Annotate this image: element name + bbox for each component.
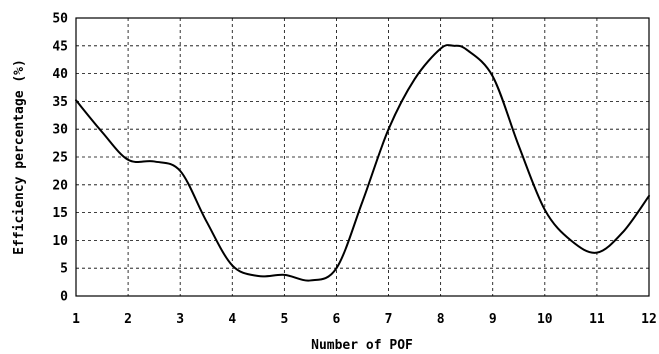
x-tick-label: 11 bbox=[589, 312, 605, 327]
data-point bbox=[152, 159, 156, 163]
data-point bbox=[465, 48, 469, 52]
data-point bbox=[517, 144, 521, 148]
data-point bbox=[439, 47, 443, 51]
y-tick-label: 25 bbox=[52, 151, 68, 166]
data-point bbox=[452, 44, 456, 48]
data-point bbox=[387, 127, 391, 131]
y-tick-label: 35 bbox=[52, 95, 68, 110]
x-tick-label: 8 bbox=[437, 312, 445, 327]
data-point bbox=[282, 273, 286, 277]
x-axis-title: Number of POF bbox=[311, 338, 413, 353]
data-point bbox=[230, 263, 234, 267]
x-tick-label: 5 bbox=[280, 312, 288, 327]
y-axis-ticks: 0 5 10 15 20 25 30 35 40 45 50 bbox=[52, 12, 68, 305]
data-point bbox=[308, 278, 312, 282]
data-point bbox=[74, 98, 78, 102]
data-point bbox=[256, 274, 260, 278]
x-tick-label: 3 bbox=[176, 312, 184, 327]
series-line bbox=[75, 44, 650, 282]
y-tick-label: 45 bbox=[52, 39, 68, 54]
data-point bbox=[491, 74, 495, 78]
x-tick-label: 7 bbox=[385, 312, 393, 327]
plot-frame bbox=[75, 17, 650, 297]
data-point bbox=[621, 230, 625, 234]
data-point bbox=[126, 158, 130, 162]
y-tick-label: 20 bbox=[52, 178, 68, 193]
x-tick-label: 12 bbox=[641, 312, 657, 327]
data-point bbox=[595, 251, 599, 255]
y-tick-label: 0 bbox=[60, 290, 68, 305]
y-axis-title: Efficiency percentage (%) bbox=[12, 59, 27, 255]
y-tick-label: 30 bbox=[52, 123, 68, 138]
x-tick-label: 9 bbox=[489, 312, 497, 327]
data-point bbox=[647, 194, 651, 198]
data-point bbox=[204, 219, 208, 223]
x-tick-label: 2 bbox=[124, 312, 132, 327]
y-tick-label: 15 bbox=[52, 206, 68, 221]
grid bbox=[76, 18, 649, 296]
data-point bbox=[361, 199, 365, 203]
x-tick-label: 4 bbox=[228, 312, 236, 327]
data-point bbox=[178, 169, 182, 173]
y-tick-label: 50 bbox=[52, 12, 68, 27]
y-tick-label: 40 bbox=[52, 67, 68, 82]
y-tick-label: 5 bbox=[60, 262, 68, 277]
data-point bbox=[543, 208, 547, 212]
x-tick-label: 1 bbox=[72, 312, 80, 327]
x-tick-label: 6 bbox=[333, 312, 341, 327]
data-point bbox=[334, 266, 338, 270]
data-point bbox=[100, 130, 104, 134]
data-point bbox=[569, 238, 573, 242]
x-tick-label: 10 bbox=[537, 312, 553, 327]
x-axis-ticks: 1 2 3 4 5 6 7 8 9 10 11 12 bbox=[72, 312, 657, 327]
y-tick-label: 10 bbox=[52, 234, 68, 249]
data-point bbox=[413, 77, 417, 81]
